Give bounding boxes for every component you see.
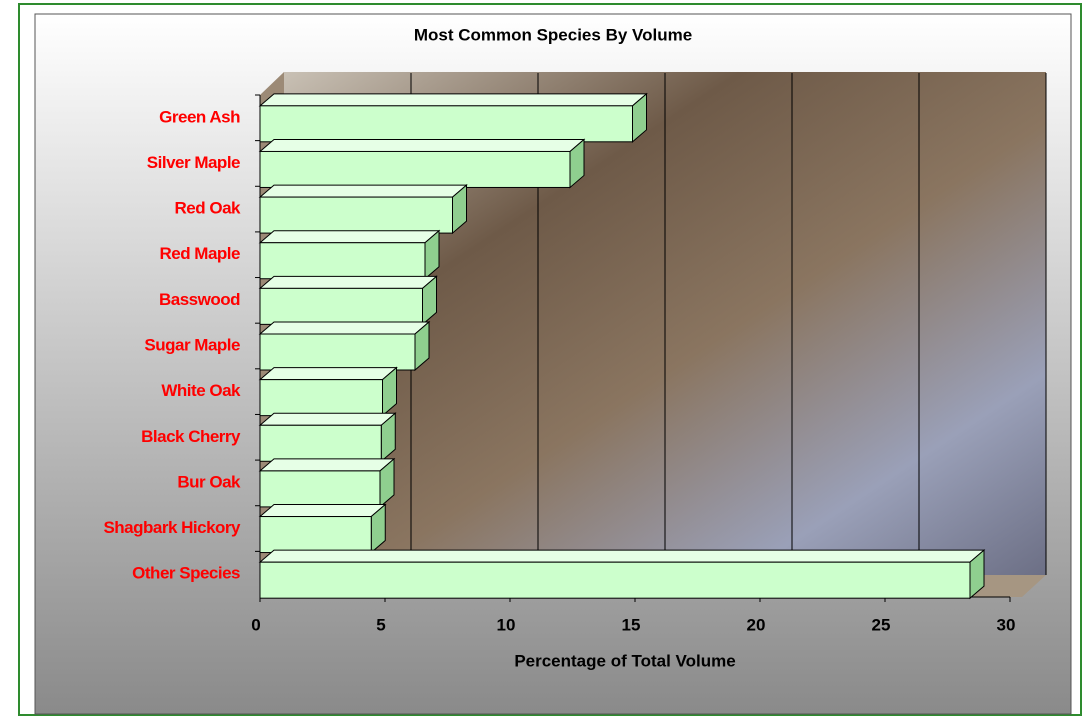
- y-tick-label: Shagbark Hickory: [103, 518, 241, 537]
- y-tick-label: Red Oak: [175, 199, 242, 218]
- y-tick-label: White Oak: [161, 381, 241, 400]
- bar: [260, 151, 570, 187]
- bar: [260, 197, 453, 233]
- y-tick-label: Basswood: [159, 290, 240, 309]
- bar: [260, 288, 423, 324]
- y-tick-label: Black Cherry: [141, 427, 241, 446]
- bar-top: [260, 94, 647, 106]
- bar-top: [260, 276, 437, 288]
- x-tick-label: 10: [497, 615, 516, 634]
- bar-top: [260, 231, 439, 243]
- x-tick-label: 20: [747, 615, 766, 634]
- y-tick-label: Silver Maple: [147, 153, 240, 172]
- bar: [260, 334, 415, 370]
- chart-title: Most Common Species By Volume: [414, 25, 692, 44]
- y-tick-label: Sugar Maple: [144, 335, 240, 354]
- bar: [260, 471, 380, 507]
- bar-top: [260, 505, 385, 517]
- y-tick-label: Green Ash: [159, 107, 240, 126]
- bar: [260, 380, 383, 416]
- x-tick-label: 5: [376, 615, 385, 634]
- bar-top: [260, 459, 394, 471]
- bar: [260, 106, 633, 142]
- bar-top: [260, 550, 984, 562]
- x-tick-label: 30: [997, 615, 1016, 634]
- chart: Most Common Species By Volume Percentage…: [0, 0, 1085, 718]
- bar: [260, 562, 970, 598]
- bar-top: [260, 322, 429, 334]
- bar-top: [260, 413, 395, 425]
- y-tick-label: Red Maple: [159, 244, 240, 263]
- x-tick-label: 15: [622, 615, 641, 634]
- x-axis-title: Percentage of Total Volume: [514, 651, 735, 670]
- y-tick-label: Other Species: [132, 564, 240, 583]
- x-tick-label: 0: [251, 615, 260, 634]
- bar: [260, 243, 425, 279]
- bar-top: [260, 139, 584, 151]
- bar: [260, 425, 381, 461]
- bar-top: [260, 368, 397, 380]
- bar: [260, 517, 371, 553]
- x-tick-label: 25: [872, 615, 891, 634]
- bar-top: [260, 185, 467, 197]
- y-tick-label: Bur Oak: [177, 472, 241, 491]
